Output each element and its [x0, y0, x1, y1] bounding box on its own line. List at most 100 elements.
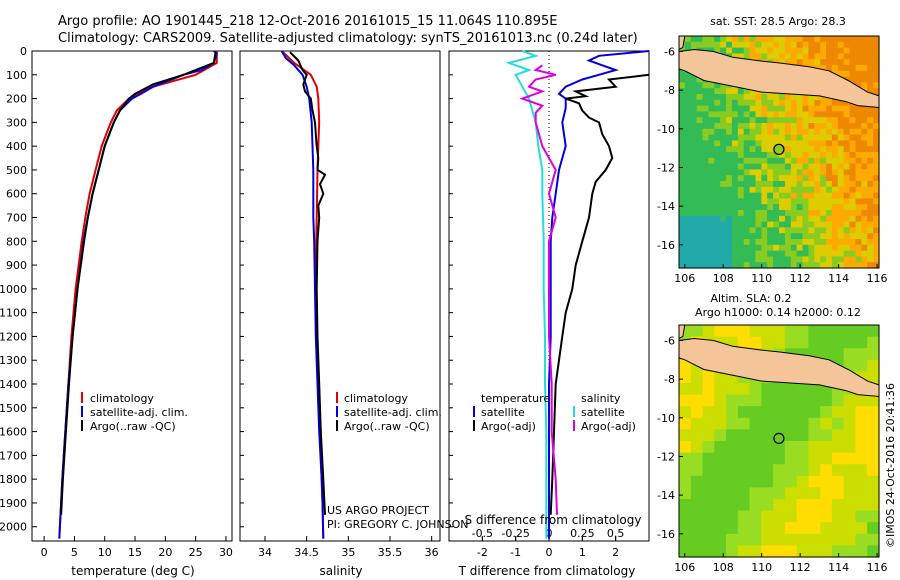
heat-cell	[679, 406, 692, 419]
heat-cell	[684, 88, 692, 95]
heat-cell	[731, 163, 739, 170]
heat-cell	[855, 394, 868, 407]
heat-cell	[708, 239, 715, 246]
heat-cell	[843, 215, 851, 223]
heat-cell	[714, 441, 727, 454]
heat-cell	[808, 417, 821, 430]
heat-cell	[820, 41, 827, 49]
heat-cell	[796, 215, 804, 223]
heat-cell	[855, 65, 862, 72]
heat-cell	[714, 221, 721, 228]
heat-cell	[814, 204, 821, 211]
heat-cell	[679, 429, 692, 442]
heat-cell	[802, 105, 809, 112]
heat-cell	[761, 533, 774, 546]
heat-cell	[690, 239, 698, 246]
heat-cell	[849, 227, 857, 234]
heat-cell	[855, 522, 868, 535]
heat-cell	[684, 181, 692, 188]
heat-cell	[702, 394, 715, 407]
x-tick-label: 106	[674, 561, 695, 574]
heat-cell	[873, 65, 880, 72]
heat-cell	[837, 99, 845, 107]
heat-cell	[726, 325, 739, 338]
heat-cell	[702, 233, 709, 240]
heat-cell	[843, 417, 857, 430]
heat-cell	[820, 533, 833, 546]
heat-cell	[726, 88, 733, 95]
heat-cell	[737, 186, 745, 194]
heat-cell	[843, 157, 851, 165]
heat-cell	[690, 533, 704, 546]
heat-cell	[861, 215, 868, 223]
heat-cell	[855, 47, 862, 54]
y-tick-label: 1800	[0, 473, 27, 486]
heat-cell	[767, 36, 774, 43]
heat-cell	[690, 163, 698, 170]
heat-cell	[802, 111, 809, 118]
heat-cell	[814, 227, 821, 234]
heat-cell	[814, 146, 821, 153]
series-line	[519, 64, 558, 515]
heat-cell	[755, 215, 762, 223]
heat-cell	[837, 123, 845, 130]
credit-project: US ARGO PROJECT	[327, 504, 429, 517]
heat-cell	[690, 522, 704, 535]
heat-cell	[843, 239, 851, 246]
heat-cell	[790, 41, 798, 49]
heat-cell	[808, 99, 815, 107]
heat-cell	[843, 123, 851, 130]
heat-cell	[802, 152, 809, 159]
heat-cell	[808, 227, 815, 234]
heat-cell	[761, 128, 768, 136]
heat-cell	[873, 53, 880, 60]
heat-cell	[784, 94, 792, 101]
heat-cell	[749, 163, 757, 170]
heat-cell	[720, 146, 727, 153]
heat-cell	[779, 117, 786, 124]
heat-cell	[720, 192, 727, 199]
heat-cell	[773, 487, 786, 500]
heat-cell	[755, 233, 762, 240]
heat-cell	[784, 99, 792, 107]
heat-cell	[849, 76, 857, 83]
heat-cell	[726, 152, 733, 159]
heat-cell	[784, 464, 798, 477]
heat-cell	[820, 111, 827, 118]
heat-cell	[696, 198, 704, 205]
heat-cell	[737, 163, 745, 170]
heat-cell	[867, 325, 880, 338]
heat-cell	[702, 227, 709, 234]
heat-cell	[684, 239, 692, 246]
heat-cell	[784, 204, 792, 211]
heat-cell	[696, 239, 704, 246]
heat-cell	[749, 250, 757, 257]
heat-cell	[702, 244, 709, 252]
heat-cell	[790, 59, 798, 66]
heat-cell	[684, 105, 692, 112]
heat-cell	[755, 99, 762, 107]
heat-cell	[749, 262, 757, 269]
heat-cell	[696, 204, 704, 211]
heat-cell	[867, 53, 874, 60]
heat-cell	[767, 53, 774, 60]
heat-cell	[737, 88, 745, 95]
heat-cell	[696, 175, 704, 182]
heat-cell	[814, 134, 821, 141]
heat-cell	[708, 41, 715, 49]
heat-cell	[749, 475, 762, 488]
heat-cell	[808, 198, 815, 205]
heat-cell	[855, 325, 868, 338]
heat-cell	[814, 152, 821, 159]
heat-cell	[773, 163, 780, 170]
heat-cell	[784, 146, 792, 153]
heat-cell	[849, 198, 857, 205]
heat-cell	[831, 152, 839, 159]
heat-cell	[767, 169, 774, 176]
heat-cell	[837, 105, 845, 112]
heat-cell	[761, 406, 774, 419]
heat-cell	[867, 545, 880, 558]
heat-cell	[796, 475, 809, 488]
x-tick-label: 25	[189, 546, 203, 559]
heat-cell	[720, 105, 727, 112]
